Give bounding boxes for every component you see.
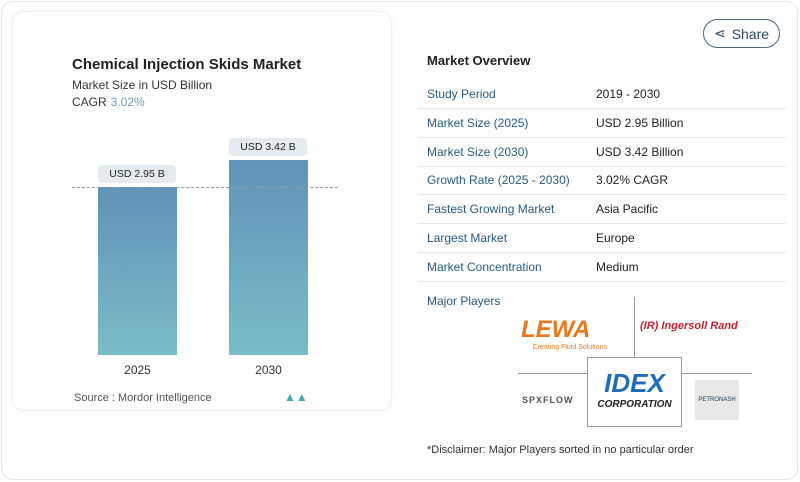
- share-label: Share: [731, 25, 770, 42]
- logo-petronash: PETRONASH: [695, 380, 739, 420]
- overview-row: Fastest Growing Market Asia Pacific: [418, 195, 786, 225]
- row-label: Market Concentration: [427, 259, 542, 274]
- data-label: USD 2.95 B: [98, 164, 176, 183]
- cagr: CAGR 3.02%: [72, 95, 145, 109]
- row-label: Market Size (2025): [427, 115, 529, 130]
- divider: [634, 297, 635, 371]
- row-value: Medium: [596, 259, 639, 274]
- source: Source : Mordor Intelligence: [74, 392, 212, 404]
- row-label: Fastest Growing Market: [427, 202, 555, 217]
- disclaimer: *Disclaimer: Major Players sorted in no …: [427, 444, 694, 456]
- reference-line: [72, 187, 338, 188]
- bar-2025: [98, 186, 177, 355]
- row-label: Largest Market: [427, 231, 508, 245]
- overview-row: Study Period 2019 - 2030: [418, 80, 786, 109]
- logo-lewa: LEWA Creating Fluid Solutions: [521, 316, 607, 351]
- cagr-label: CAGR: [72, 95, 107, 109]
- logo-idex: IDEX CORPORATION: [587, 357, 682, 427]
- row-value: USD 3.42 Billion: [596, 144, 684, 159]
- overview-row: Market Size (2025) USD 2.95 Billion: [418, 109, 786, 138]
- row-value: USD 2.95 Billion: [596, 115, 684, 130]
- overview-row: Market Concentration Medium: [418, 253, 786, 282]
- major-players-label: Major Players: [427, 294, 501, 308]
- overview-row: Market Size (2030) USD 3.42 Billion: [418, 138, 786, 167]
- row-value: Europe: [596, 231, 635, 245]
- share-button[interactable]: ⋖ Share: [703, 19, 780, 48]
- chart-card: [12, 11, 392, 411]
- x-tick-label: 2030: [255, 363, 282, 377]
- cagr-value: 3.02%: [110, 95, 145, 109]
- row-value: 3.02% CAGR: [596, 173, 669, 188]
- share-icon: ⋖: [713, 25, 726, 41]
- chart-title: Chemical Injection Skids Market: [72, 56, 302, 73]
- overview-title: Market Overview: [427, 53, 531, 68]
- mordor-logo-icon: ▲▲: [284, 390, 308, 404]
- overview-row: Growth Rate (2025 - 2030) 3.02% CAGR: [418, 166, 786, 196]
- row-label: Market Size (2030): [427, 144, 529, 159]
- overview-row: Largest Market Europe: [418, 224, 786, 253]
- data-label: USD 3.42 B: [229, 138, 307, 156]
- row-label: Growth Rate (2025 - 2030): [427, 173, 570, 188]
- row-value: 2019 - 2030: [596, 87, 661, 101]
- chart-subtitle: Market Size in USD Billion: [72, 78, 213, 92]
- x-tick-label: 2025: [124, 363, 151, 377]
- bar-2030: [229, 160, 308, 355]
- logo-spx-flow: SPXFLOW: [522, 395, 574, 405]
- row-label: Study Period: [427, 87, 496, 101]
- row-value: Asia Pacific: [596, 202, 659, 217]
- logo-ingersoll-rand: (IR) Ingersoll Rand: [640, 320, 738, 332]
